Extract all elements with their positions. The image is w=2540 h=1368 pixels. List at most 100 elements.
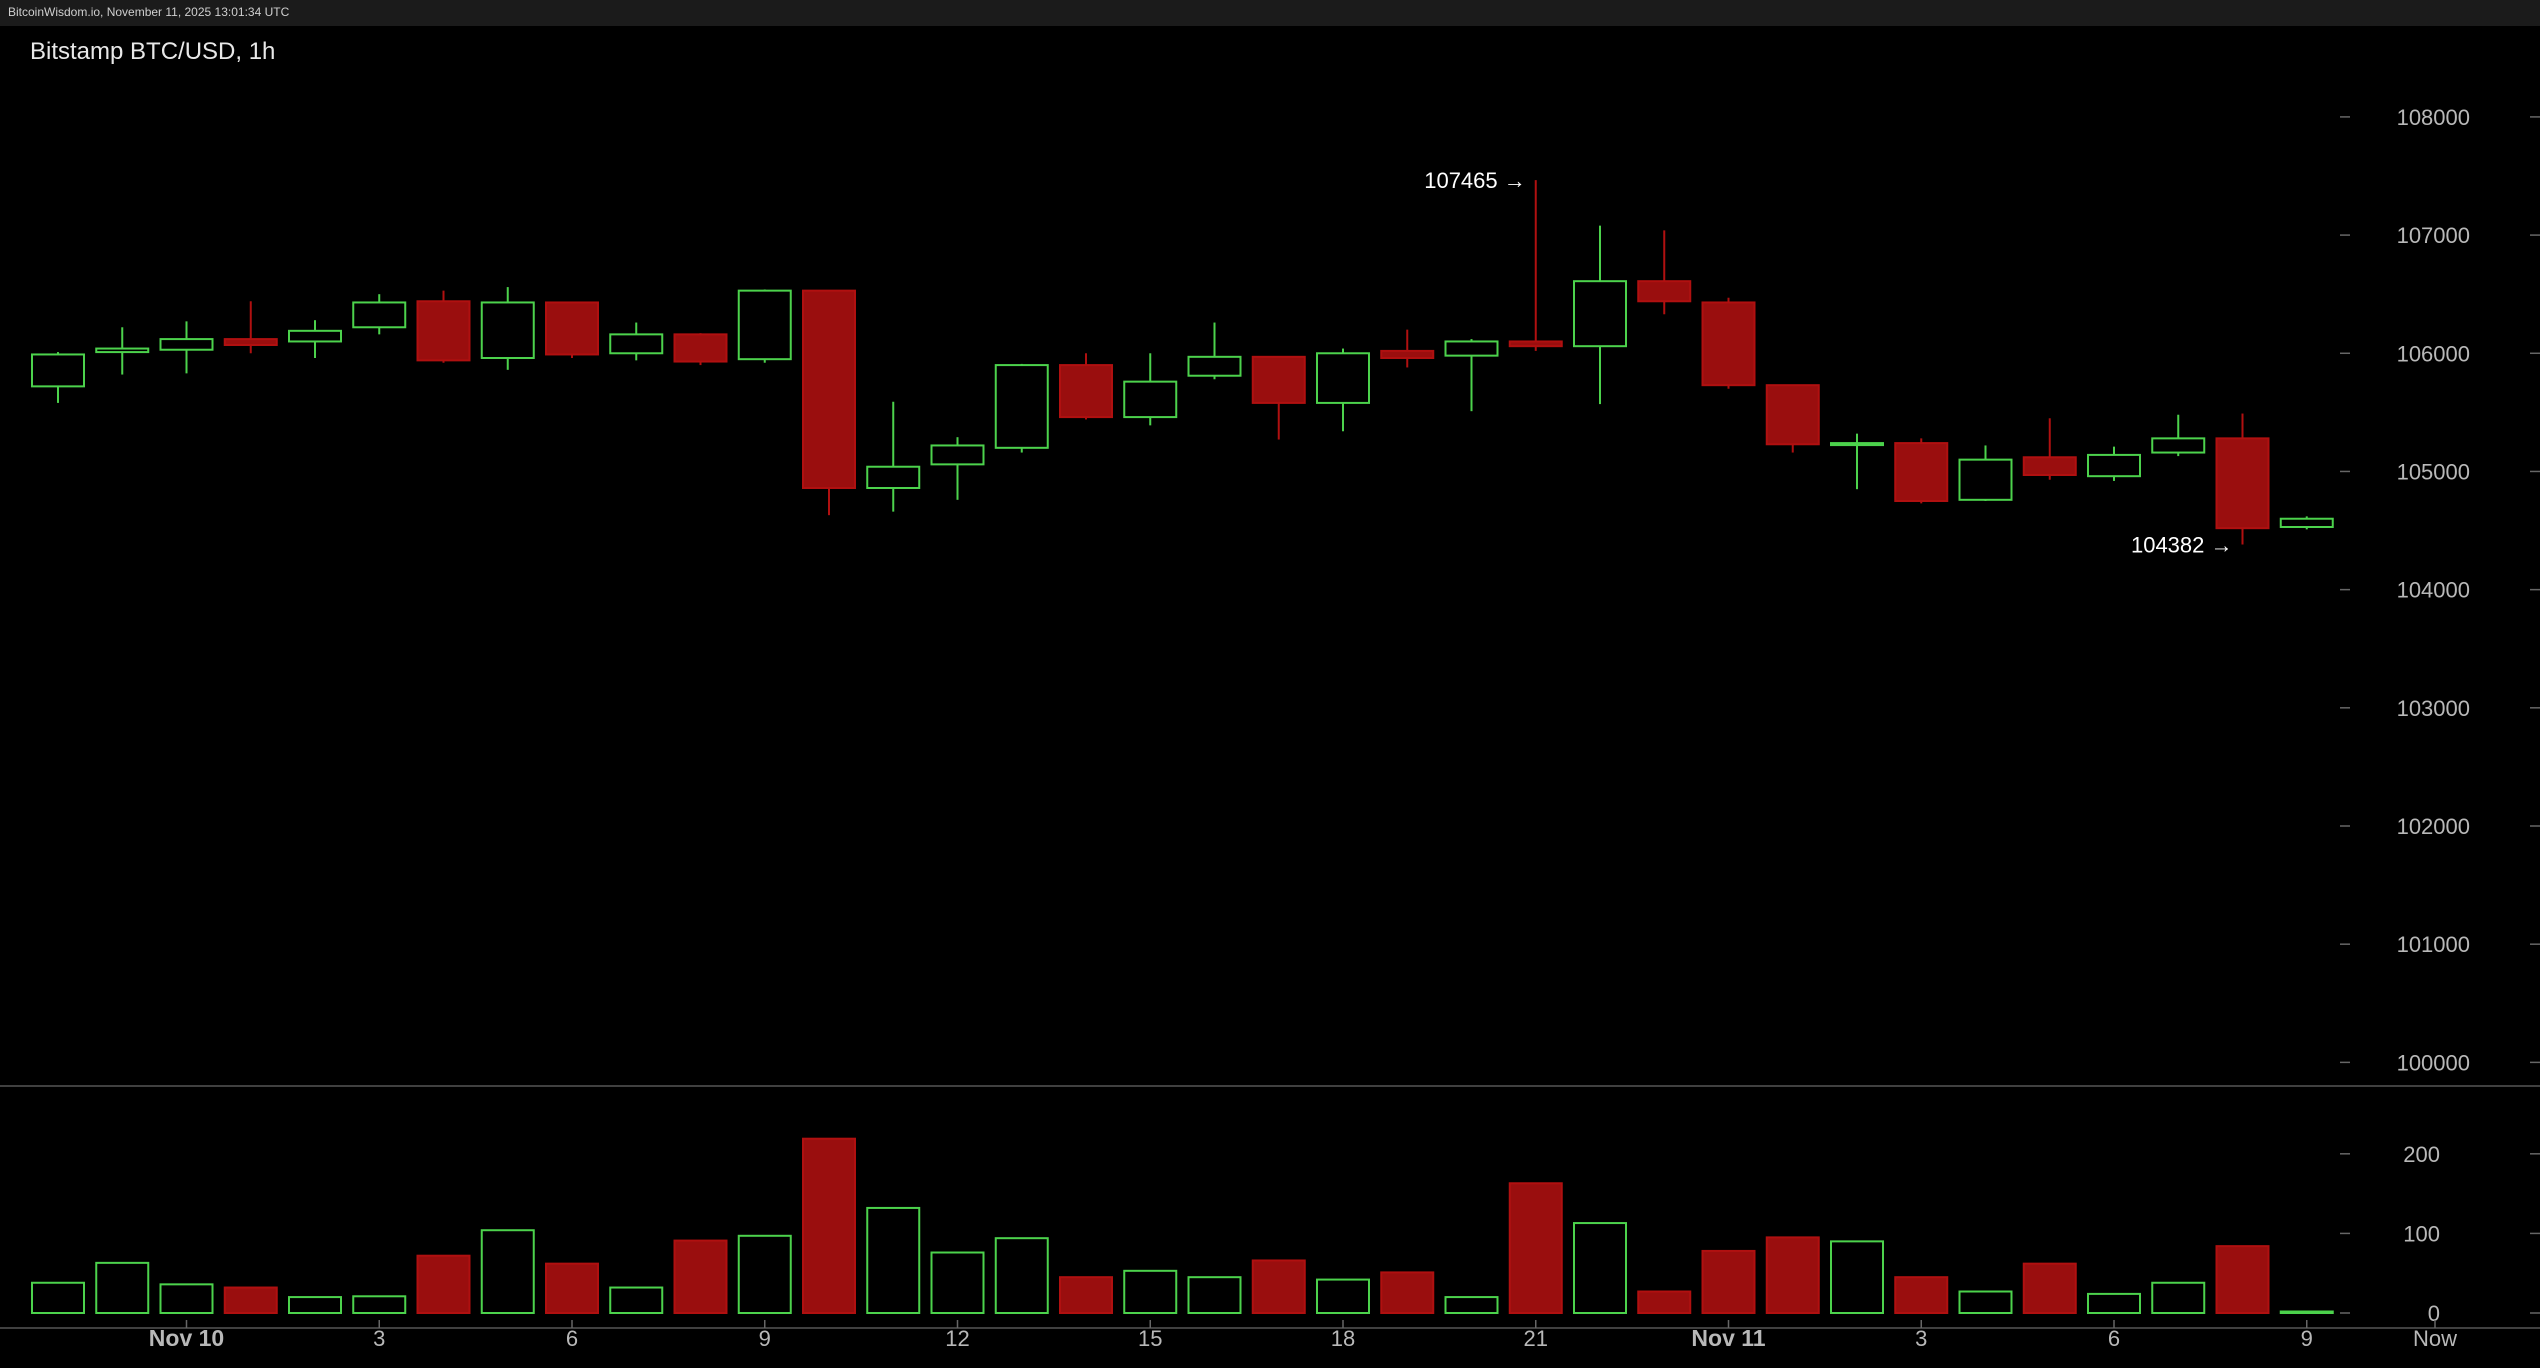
time-tick-label: 9 bbox=[2301, 1326, 2313, 1351]
volume-bar-up bbox=[1123, 1269, 1178, 1314]
volume-bar-up bbox=[31, 1281, 85, 1315]
candle-body-up bbox=[1316, 352, 1370, 404]
candle-body-up bbox=[95, 347, 150, 354]
top-status-bar: BitcoinWisdom.io, November 11, 2025 13:0… bbox=[0, 0, 2540, 27]
candle-body-up bbox=[1573, 280, 1627, 348]
candle-body-up bbox=[930, 444, 985, 466]
price-tick-label: 105000 bbox=[2397, 459, 2470, 484]
candle bbox=[994, 363, 1049, 453]
time-tick-label: 3 bbox=[1915, 1326, 1927, 1351]
volume-bar-down bbox=[802, 1137, 856, 1314]
volume-bar-down bbox=[2215, 1245, 2270, 1314]
price-annotation: 104382 → bbox=[2131, 532, 2233, 557]
candle bbox=[1765, 384, 1820, 453]
candle bbox=[609, 322, 664, 361]
volume-bar-up bbox=[2279, 1310, 2334, 1314]
candle-body-down bbox=[1251, 355, 1306, 404]
volume-bar-down bbox=[416, 1254, 471, 1314]
volume-bar-down bbox=[1059, 1276, 1113, 1315]
volume-bar-down bbox=[1637, 1290, 1692, 1315]
candlestick-series bbox=[31, 180, 2334, 545]
candle-body-up bbox=[2087, 453, 2141, 478]
candle-body-up bbox=[609, 333, 664, 355]
chart-background bbox=[0, 26, 2540, 1368]
volume-bar-down bbox=[1251, 1259, 1306, 1314]
time-tick-label: Nov 10 bbox=[149, 1325, 224, 1351]
candle bbox=[288, 320, 342, 358]
candle bbox=[1958, 445, 2013, 501]
time-tick-label: 21 bbox=[1524, 1326, 1548, 1351]
candle bbox=[352, 294, 407, 335]
volume-bar-up bbox=[1444, 1296, 1499, 1315]
time-tick-label: 6 bbox=[2108, 1326, 2120, 1351]
candle bbox=[866, 401, 921, 512]
candle bbox=[159, 321, 214, 374]
candle-body-up bbox=[288, 329, 342, 343]
source-timestamp: BitcoinWisdom.io, November 11, 2025 13:0… bbox=[8, 5, 290, 19]
volume-bar-down bbox=[223, 1286, 278, 1315]
volume-bar-down bbox=[1765, 1236, 1820, 1314]
volume-series bbox=[31, 1137, 2334, 1315]
candle bbox=[737, 289, 792, 363]
candle bbox=[1444, 339, 1499, 412]
candle-body-down bbox=[1701, 301, 1756, 387]
price-tick-label: 107000 bbox=[2397, 223, 2470, 248]
candle bbox=[223, 301, 278, 354]
price-tick-label: 108000 bbox=[2397, 105, 2470, 130]
candle-body-down bbox=[223, 338, 278, 347]
volume-tick-label: 0 bbox=[2428, 1301, 2440, 1326]
candle bbox=[1380, 329, 1435, 368]
candle bbox=[802, 289, 856, 516]
price-tick-label: 100000 bbox=[2397, 1050, 2470, 1075]
candle-body-down bbox=[416, 300, 471, 362]
candle bbox=[1123, 353, 1178, 426]
grid-lines bbox=[0, 1085, 2540, 1329]
volume-bar-up bbox=[737, 1234, 792, 1314]
candle bbox=[2087, 446, 2141, 481]
candle-body-up bbox=[1830, 442, 1884, 447]
candle-body-up bbox=[1187, 355, 1242, 377]
annotations: 107465 → 104382 → bbox=[1424, 168, 2232, 557]
volume-bar-up bbox=[1830, 1240, 1884, 1314]
price-chart[interactable]: Bitstamp BTC/USD, 1h 1000001010001020001… bbox=[0, 26, 2540, 1368]
volume-bar-up bbox=[95, 1261, 150, 1315]
candle-body-up bbox=[994, 364, 1049, 449]
time-tick-label: 6 bbox=[566, 1326, 578, 1351]
candle-body-up bbox=[1444, 340, 1499, 357]
volume-bar-up bbox=[866, 1206, 921, 1314]
candle bbox=[1701, 297, 1756, 389]
candle-body-down bbox=[2022, 456, 2077, 477]
volume-bar-up bbox=[609, 1286, 664, 1315]
volume-bar-down bbox=[673, 1239, 728, 1314]
price-axis: 100000 101000 102000 103000 104000 105000 1060… bbox=[2340, 105, 2540, 1075]
candle-body-down bbox=[545, 301, 599, 356]
chart-title: Bitstamp BTC/USD, 1h bbox=[30, 38, 275, 65]
volume-bar-down bbox=[1508, 1182, 1563, 1314]
candle bbox=[2022, 418, 2077, 480]
volume-bar-down bbox=[1894, 1276, 1949, 1315]
candle bbox=[1637, 230, 1692, 315]
time-tick-label: 3 bbox=[373, 1326, 385, 1351]
volume-bar-up bbox=[1316, 1278, 1370, 1314]
candle bbox=[2151, 414, 2206, 457]
volume-bar-up bbox=[1187, 1276, 1242, 1315]
candle-body-up bbox=[2151, 437, 2206, 454]
candle bbox=[95, 327, 150, 375]
volume-axis: 0 100 200 bbox=[2340, 1142, 2540, 1326]
candle bbox=[416, 290, 471, 363]
candle-body-up bbox=[480, 301, 535, 360]
candle bbox=[1251, 355, 1306, 440]
candle-body-up bbox=[737, 289, 792, 361]
candle-body-up bbox=[352, 301, 407, 329]
price-annotation: 107465 → bbox=[1424, 168, 1526, 193]
candle-body-up bbox=[1958, 458, 2013, 501]
time-tick-label: Nov 11 bbox=[1691, 1325, 1765, 1351]
volume-bar-up bbox=[352, 1295, 407, 1315]
price-tick-label: 104000 bbox=[2397, 578, 2470, 603]
candle-body-down bbox=[1508, 340, 1563, 348]
candle bbox=[1830, 433, 1884, 490]
candle-body-down bbox=[802, 289, 856, 489]
candle bbox=[1059, 353, 1113, 420]
candle bbox=[1316, 348, 1370, 432]
candle bbox=[31, 352, 85, 403]
